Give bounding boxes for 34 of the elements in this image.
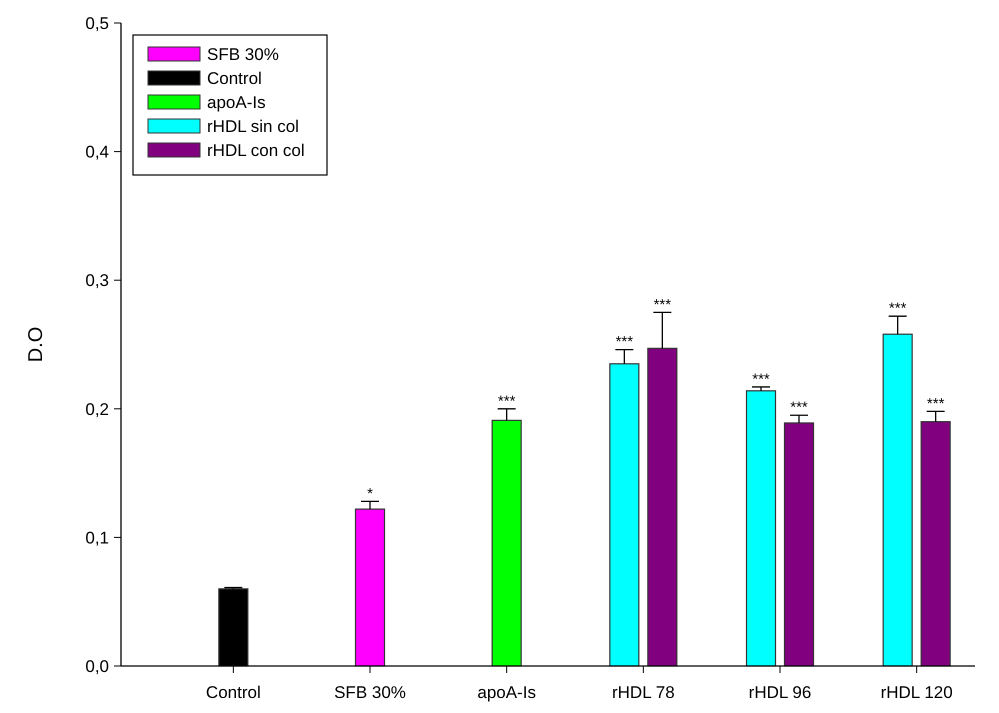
data-label: *** [926,395,945,412]
bar [920,421,951,667]
x-tick-label: rHDL 120 [880,683,953,702]
x-tick-label: rHDL 96 [748,683,812,702]
legend-label: apoA-Is [207,93,266,112]
y-tick-label: 0,5 [85,14,109,33]
y-tick-label: 0,2 [85,400,109,419]
x-tick-label: SFB 30% [334,683,406,702]
y-tick-label: 0,3 [85,271,109,290]
bar [492,420,522,667]
bar [354,508,386,667]
data-label: *** [790,399,808,416]
legend-label: Control [207,69,262,88]
x-tick-label: rHDL 78 [612,683,675,702]
legend-label: rHDL con col [207,141,305,160]
data-label: *** [654,296,672,314]
legend-label: rHDL sin col [207,117,299,136]
y-tick-label: 0,1 [85,528,109,548]
data-label: *** [752,370,770,388]
data-label: *** [498,392,516,410]
data-label: *** [616,334,634,351]
y-axis-title: D.O [25,326,47,362]
bar [647,348,678,667]
data-label: * [367,485,374,502]
x-tick-label: Control [206,683,261,702]
bar [746,390,776,667]
data-label: *** [888,300,907,318]
bar [882,334,913,667]
bar [784,422,814,667]
bar [609,363,640,667]
x-tick-label: apoA-Is [477,683,536,702]
y-tick-label: 0,0 [85,657,109,676]
legend-label: SFB 30% [207,45,279,64]
y-tick-label: 0,4 [85,142,109,162]
